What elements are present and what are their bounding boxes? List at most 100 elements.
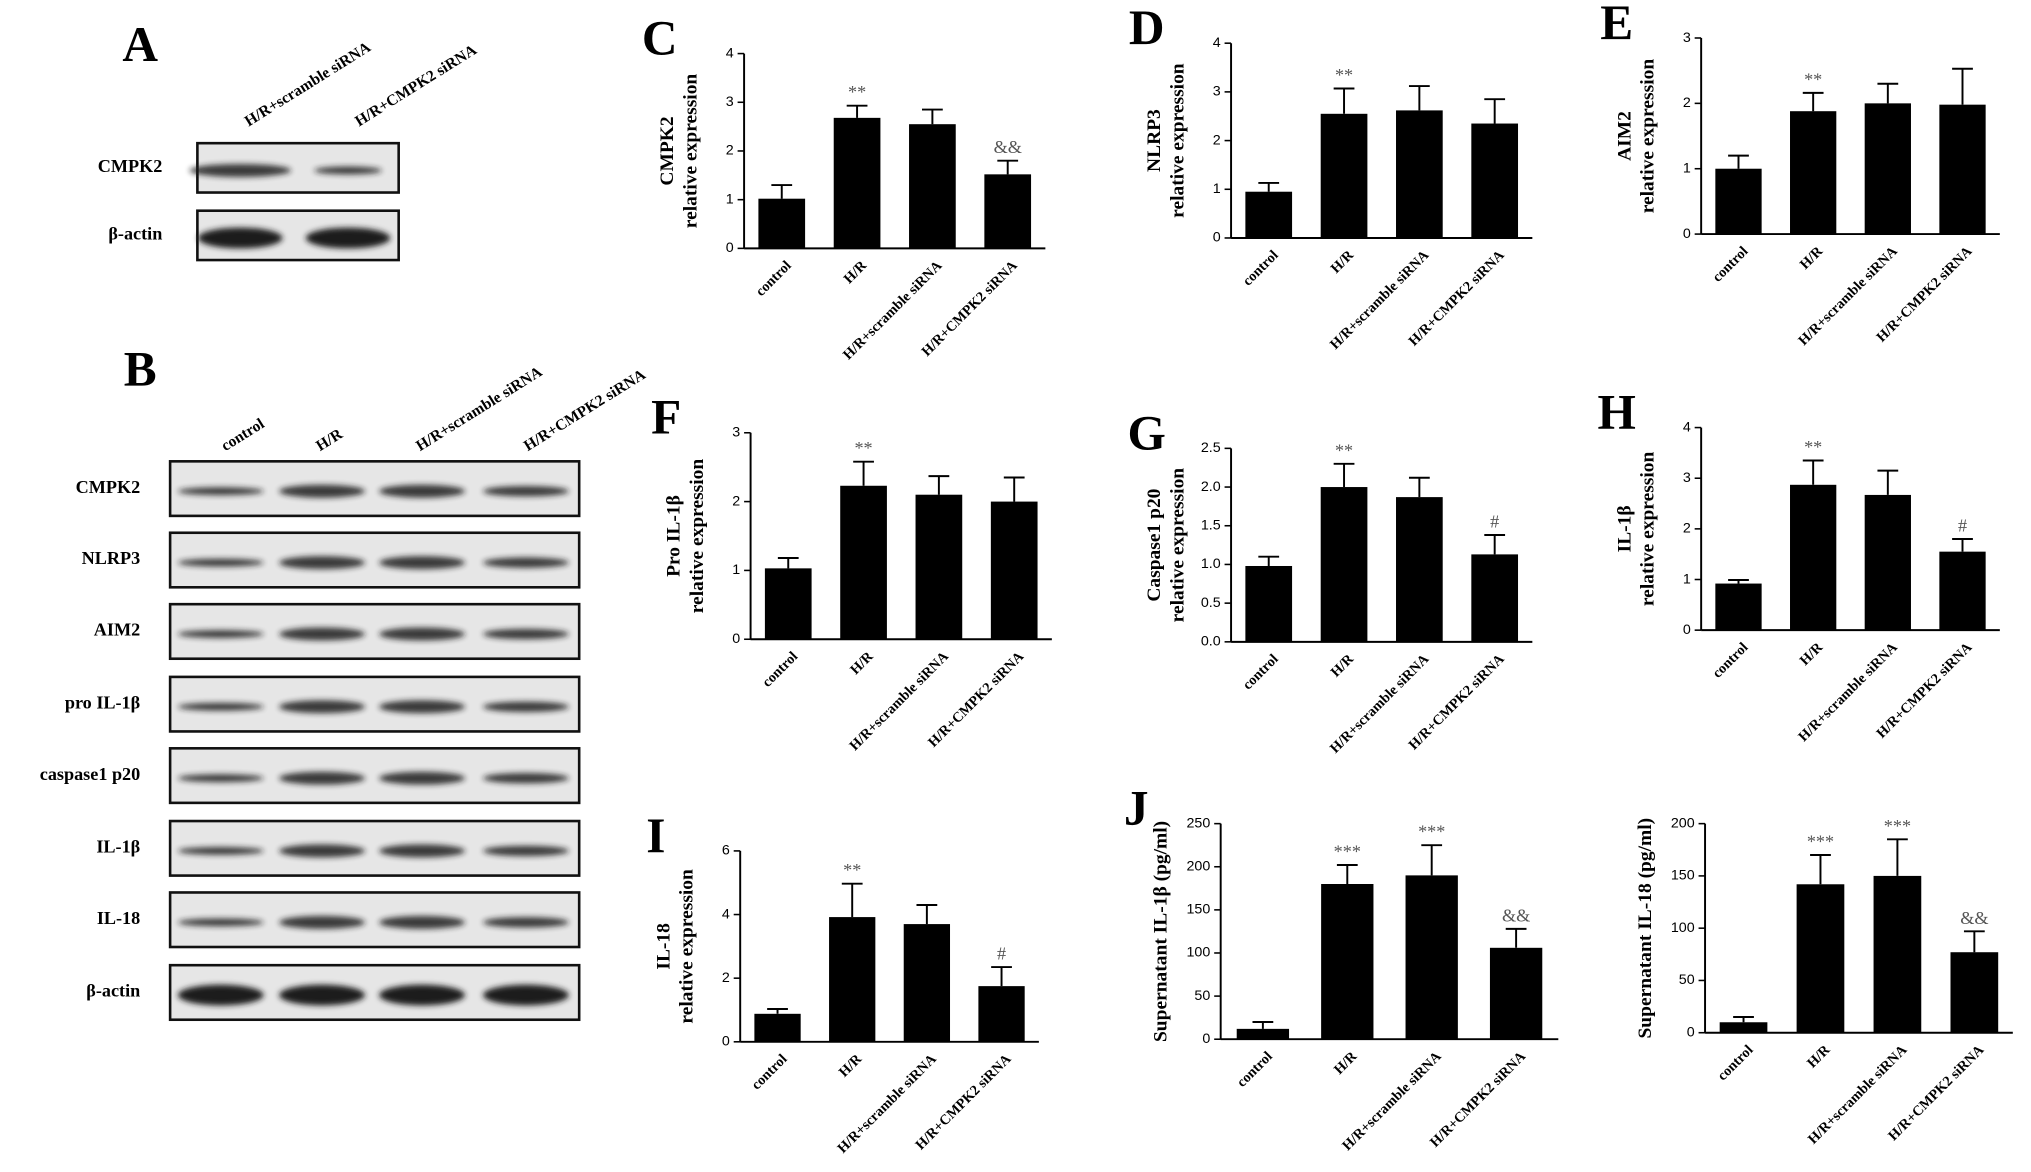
y-axis-label: relative expression bbox=[1638, 59, 1659, 214]
panel-letter: F bbox=[651, 390, 681, 445]
y-tick-label: 2 bbox=[1213, 132, 1221, 148]
blot-band bbox=[379, 556, 465, 570]
y-axis-label: relative expression bbox=[687, 459, 708, 614]
significance-mark: *** bbox=[1334, 842, 1361, 862]
blot-row-label: CMPK2 bbox=[76, 477, 141, 497]
bar bbox=[1471, 554, 1519, 642]
significance-mark: *** bbox=[1807, 831, 1834, 851]
y-axis-label: IL-1β bbox=[1614, 505, 1635, 552]
y-tick-label: 2 bbox=[722, 970, 730, 986]
x-tick-label: H/R bbox=[1797, 243, 1827, 273]
bar bbox=[1950, 952, 1999, 1033]
y-tick-label: 6 bbox=[722, 843, 730, 859]
y-tick-label: 3 bbox=[1213, 84, 1221, 100]
blot-band bbox=[177, 630, 264, 638]
y-tick-label: 2 bbox=[1683, 521, 1691, 537]
bar bbox=[1715, 168, 1762, 235]
panel-letter: C bbox=[642, 11, 678, 66]
y-tick-label: 0 bbox=[1683, 226, 1691, 242]
panel-letter: G bbox=[1127, 405, 1165, 460]
blot-band bbox=[379, 915, 465, 929]
error-bar bbox=[1408, 85, 1430, 111]
blot-band bbox=[177, 918, 264, 927]
y-axis-label: relative expression bbox=[1168, 468, 1189, 623]
x-tick-label: H/R bbox=[1328, 247, 1358, 277]
significance-mark: ** bbox=[1335, 440, 1353, 460]
blot-band bbox=[482, 557, 569, 568]
blot-row-label: AIM2 bbox=[94, 620, 140, 640]
x-tick-label: H/R+CMPK2 siRNA bbox=[1427, 1048, 1529, 1150]
y-tick-label: 1 bbox=[1683, 571, 1691, 587]
error-bar bbox=[997, 159, 1019, 175]
y-tick-label: 150 bbox=[1186, 902, 1210, 918]
blot-band bbox=[482, 772, 569, 784]
bar bbox=[1236, 1028, 1290, 1040]
blot-band bbox=[379, 844, 465, 858]
y-tick-label: 2 bbox=[732, 493, 740, 509]
x-tick-label: H/R bbox=[1331, 1048, 1361, 1078]
x-tick-label: control bbox=[749, 1051, 791, 1093]
error-bar bbox=[1802, 91, 1824, 112]
error-bar bbox=[767, 1008, 788, 1014]
y-tick-label: 150 bbox=[1671, 868, 1695, 884]
bar bbox=[764, 568, 812, 640]
error-bar bbox=[1952, 67, 1973, 105]
x-tick-label: control bbox=[1715, 1042, 1757, 1084]
significance-mark: ** bbox=[854, 438, 872, 458]
bar bbox=[829, 917, 876, 1042]
y-axis-label: IL-18 bbox=[653, 923, 674, 970]
blot-band bbox=[379, 484, 465, 498]
y-axis-label: relative expression bbox=[677, 869, 698, 1024]
error-bar bbox=[1252, 1020, 1274, 1029]
bar bbox=[1796, 884, 1845, 1033]
error-bar bbox=[1336, 864, 1358, 885]
panel-letter: I bbox=[646, 808, 665, 863]
blot-band bbox=[279, 700, 366, 714]
error-bar bbox=[1952, 538, 1973, 552]
y-tick-label: 2.5 bbox=[1201, 440, 1221, 456]
blot-band bbox=[314, 166, 382, 175]
blot-band bbox=[305, 227, 391, 249]
y-tick-label: 0 bbox=[732, 631, 740, 647]
x-tick-label: H/R bbox=[1804, 1042, 1834, 1072]
y-tick-label: 250 bbox=[1186, 815, 1210, 831]
blot-band bbox=[482, 486, 569, 497]
bar bbox=[990, 501, 1038, 640]
bar bbox=[840, 485, 887, 640]
bar bbox=[1939, 551, 1986, 631]
error-bar bbox=[1802, 459, 1824, 485]
x-tick-label: control bbox=[753, 258, 795, 300]
bar bbox=[1790, 111, 1837, 235]
blot-band bbox=[279, 484, 366, 498]
bar bbox=[903, 924, 951, 1042]
bar bbox=[758, 198, 806, 249]
y-tick-label: 3 bbox=[1683, 470, 1691, 486]
bar bbox=[1719, 1022, 1768, 1033]
error-bar bbox=[1963, 930, 1985, 953]
y-tick-label: 2.0 bbox=[1201, 479, 1221, 495]
significance-mark: ** bbox=[1804, 69, 1822, 89]
y-axis-label: Supernatant IL-1β (pg/ml) bbox=[1151, 821, 1172, 1042]
bar bbox=[909, 124, 956, 249]
bar bbox=[1864, 103, 1911, 235]
blot-band bbox=[279, 915, 366, 929]
error-bar bbox=[841, 882, 863, 918]
y-axis-label: AIM2 bbox=[1614, 111, 1635, 161]
y-tick-label: 1 bbox=[1213, 181, 1221, 197]
error-bar bbox=[1484, 534, 1506, 555]
bar bbox=[915, 494, 963, 640]
y-axis-label: relative expression bbox=[1168, 63, 1189, 218]
blot-band bbox=[197, 227, 283, 249]
y-tick-label: 3 bbox=[732, 425, 740, 441]
blot-band bbox=[177, 487, 264, 496]
error-bar bbox=[846, 104, 868, 118]
y-tick-label: 50 bbox=[1194, 988, 1210, 1004]
blot-band bbox=[279, 771, 366, 785]
y-tick-label: 0.5 bbox=[1201, 595, 1221, 611]
y-axis-label: CMPK2 bbox=[657, 116, 678, 185]
blot-row-label: β-actin bbox=[86, 981, 140, 1001]
x-tick-label: control bbox=[1709, 640, 1751, 682]
x-tick-label: control bbox=[1234, 1049, 1276, 1091]
y-axis-label: relative expression bbox=[1638, 451, 1659, 606]
